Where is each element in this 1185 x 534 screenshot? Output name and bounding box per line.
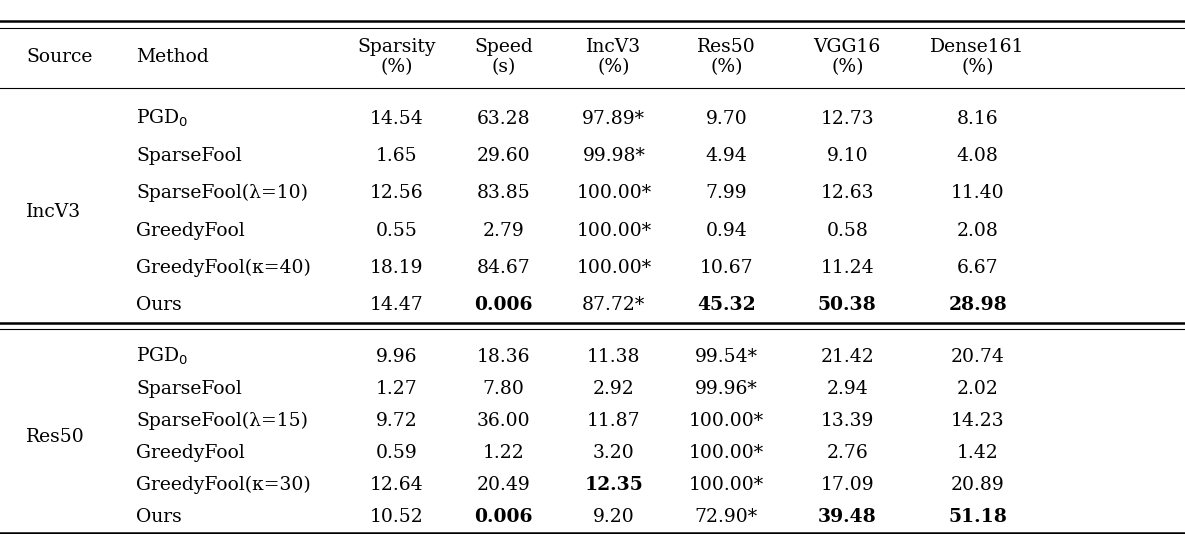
Text: 2.02: 2.02 bbox=[956, 380, 999, 398]
Text: 20.49: 20.49 bbox=[476, 476, 531, 494]
Text: Res50: Res50 bbox=[26, 428, 85, 446]
Text: 7.80: 7.80 bbox=[482, 380, 525, 398]
Text: 4.08: 4.08 bbox=[956, 147, 999, 165]
Text: 100.00*: 100.00* bbox=[576, 184, 652, 202]
Text: 0.006: 0.006 bbox=[474, 296, 533, 315]
Text: 45.32: 45.32 bbox=[697, 296, 756, 315]
Text: Method: Method bbox=[136, 48, 209, 66]
Text: 3.20: 3.20 bbox=[592, 444, 635, 462]
Text: 36.00: 36.00 bbox=[476, 412, 531, 430]
Text: 12.63: 12.63 bbox=[820, 184, 875, 202]
Text: SparseFool(λ=10): SparseFool(λ=10) bbox=[136, 184, 308, 202]
Text: PGD$_0$: PGD$_0$ bbox=[136, 108, 188, 129]
Text: 63.28: 63.28 bbox=[476, 109, 531, 128]
Text: 87.72*: 87.72* bbox=[582, 296, 646, 315]
Text: 2.08: 2.08 bbox=[956, 222, 999, 240]
Text: 1.42: 1.42 bbox=[956, 444, 999, 462]
Text: 51.18: 51.18 bbox=[948, 508, 1007, 526]
Text: GreedyFool(κ=40): GreedyFool(κ=40) bbox=[136, 259, 312, 277]
Text: IncV3: IncV3 bbox=[26, 203, 82, 221]
Text: 17.09: 17.09 bbox=[820, 476, 875, 494]
Text: GreedyFool(κ=30): GreedyFool(κ=30) bbox=[136, 476, 310, 494]
Text: 50.38: 50.38 bbox=[818, 296, 877, 315]
Text: 11.24: 11.24 bbox=[820, 259, 875, 277]
Text: 12.56: 12.56 bbox=[370, 184, 424, 202]
Text: 99.98*: 99.98* bbox=[582, 147, 646, 165]
Text: IncV3
(%): IncV3 (%) bbox=[587, 38, 641, 76]
Text: 21.42: 21.42 bbox=[820, 348, 875, 366]
Text: Source: Source bbox=[26, 48, 92, 66]
Text: 12.35: 12.35 bbox=[584, 476, 643, 494]
Text: 10.67: 10.67 bbox=[699, 259, 754, 277]
Text: SparseFool: SparseFool bbox=[136, 380, 242, 398]
Text: Ours: Ours bbox=[136, 296, 182, 315]
Text: 9.10: 9.10 bbox=[826, 147, 869, 165]
Text: 11.40: 11.40 bbox=[950, 184, 1005, 202]
Text: 72.90*: 72.90* bbox=[694, 508, 758, 526]
Text: 4.94: 4.94 bbox=[705, 147, 748, 165]
Text: 0.55: 0.55 bbox=[376, 222, 418, 240]
Text: 20.74: 20.74 bbox=[950, 348, 1005, 366]
Text: SparseFool(λ=15): SparseFool(λ=15) bbox=[136, 412, 308, 430]
Text: Sparsity
(%): Sparsity (%) bbox=[358, 38, 436, 76]
Text: 0.006: 0.006 bbox=[474, 508, 533, 526]
Text: 0.94: 0.94 bbox=[705, 222, 748, 240]
Text: 1.65: 1.65 bbox=[376, 147, 418, 165]
Text: Res50
(%): Res50 (%) bbox=[697, 38, 756, 76]
Text: 9.70: 9.70 bbox=[705, 109, 748, 128]
Text: PGD$_0$: PGD$_0$ bbox=[136, 346, 188, 367]
Text: 99.96*: 99.96* bbox=[696, 380, 757, 398]
Text: 7.99: 7.99 bbox=[705, 184, 748, 202]
Text: 0.58: 0.58 bbox=[826, 222, 869, 240]
Text: 9.20: 9.20 bbox=[592, 508, 635, 526]
Text: 0.59: 0.59 bbox=[376, 444, 418, 462]
Text: 2.76: 2.76 bbox=[826, 444, 869, 462]
Text: Dense161
(%): Dense161 (%) bbox=[930, 38, 1025, 76]
Text: 100.00*: 100.00* bbox=[688, 412, 764, 430]
Text: 1.27: 1.27 bbox=[376, 380, 418, 398]
Text: 13.39: 13.39 bbox=[820, 412, 875, 430]
Text: 2.94: 2.94 bbox=[826, 380, 869, 398]
Text: 18.19: 18.19 bbox=[370, 259, 424, 277]
Text: SparseFool: SparseFool bbox=[136, 147, 242, 165]
Text: 12.73: 12.73 bbox=[820, 109, 875, 128]
Text: 99.54*: 99.54* bbox=[694, 348, 758, 366]
Text: 12.64: 12.64 bbox=[370, 476, 424, 494]
Text: VGG16
(%): VGG16 (%) bbox=[814, 38, 880, 76]
Text: 100.00*: 100.00* bbox=[576, 259, 652, 277]
Text: 39.48: 39.48 bbox=[818, 508, 877, 526]
Text: 14.23: 14.23 bbox=[950, 412, 1005, 430]
Text: 2.79: 2.79 bbox=[482, 222, 525, 240]
Text: 6.67: 6.67 bbox=[956, 259, 999, 277]
Text: GreedyFool: GreedyFool bbox=[136, 222, 245, 240]
Text: 100.00*: 100.00* bbox=[688, 476, 764, 494]
Text: GreedyFool: GreedyFool bbox=[136, 444, 245, 462]
Text: 83.85: 83.85 bbox=[476, 184, 531, 202]
Text: 14.54: 14.54 bbox=[370, 109, 424, 128]
Text: 9.96: 9.96 bbox=[376, 348, 418, 366]
Text: 8.16: 8.16 bbox=[956, 109, 999, 128]
Text: 100.00*: 100.00* bbox=[688, 444, 764, 462]
Text: 10.52: 10.52 bbox=[370, 508, 424, 526]
Text: 14.47: 14.47 bbox=[370, 296, 424, 315]
Text: 2.92: 2.92 bbox=[592, 380, 635, 398]
Text: Ours: Ours bbox=[136, 508, 182, 526]
Text: 29.60: 29.60 bbox=[476, 147, 531, 165]
Text: 20.89: 20.89 bbox=[950, 476, 1005, 494]
Text: 100.00*: 100.00* bbox=[576, 222, 652, 240]
Text: 28.98: 28.98 bbox=[948, 296, 1007, 315]
Text: Speed
(s): Speed (s) bbox=[474, 38, 533, 76]
Text: 9.72: 9.72 bbox=[376, 412, 418, 430]
Text: 11.87: 11.87 bbox=[587, 412, 641, 430]
Text: 11.38: 11.38 bbox=[587, 348, 641, 366]
Text: 84.67: 84.67 bbox=[476, 259, 531, 277]
Text: 1.22: 1.22 bbox=[482, 444, 525, 462]
Text: 97.89*: 97.89* bbox=[582, 109, 646, 128]
Text: 18.36: 18.36 bbox=[476, 348, 531, 366]
